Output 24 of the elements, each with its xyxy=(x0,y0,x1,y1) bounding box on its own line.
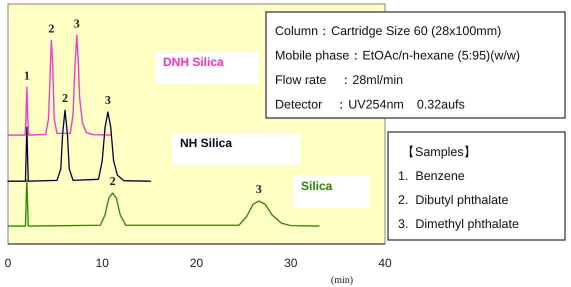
annotation: 2 xyxy=(48,21,54,36)
x-tick-label: 0 xyxy=(4,256,12,270)
x-tick-label: 20 xyxy=(190,256,204,270)
x-tick-label: 10 xyxy=(96,256,110,270)
text: NH Silica xyxy=(180,136,232,150)
text: 【Samples】 xyxy=(402,145,477,159)
annotation: 2 xyxy=(62,91,68,106)
annotation: Column：Cartridge Size 60 (28x100mm) xyxy=(275,24,502,38)
annotation: 3 xyxy=(74,16,80,30)
text: 3. Dimethyl phthalate xyxy=(398,217,519,231)
annotation: Detector ：UV254nm 0.32aufs xyxy=(275,98,465,112)
annotation: 3 xyxy=(104,93,111,108)
text: 2. Dibutyl phthalate xyxy=(398,193,509,207)
x-tick-label: 40 xyxy=(378,256,392,270)
text: DNH Silica xyxy=(163,55,224,69)
x-axis-title: (min) xyxy=(330,275,354,286)
annotation: Flow rate ：28ml/min xyxy=(275,73,404,87)
annotation: 3 xyxy=(256,182,262,196)
annotation: 1 xyxy=(24,68,30,82)
x-tick-label: 30 xyxy=(284,256,298,270)
text: 1. Benzene xyxy=(398,169,465,183)
annotation: 2 xyxy=(110,174,116,188)
text: Silica xyxy=(301,179,333,193)
annotation: Mobile phase：EtOAc/n-hexane (5:95)(w/w) xyxy=(275,48,520,62)
